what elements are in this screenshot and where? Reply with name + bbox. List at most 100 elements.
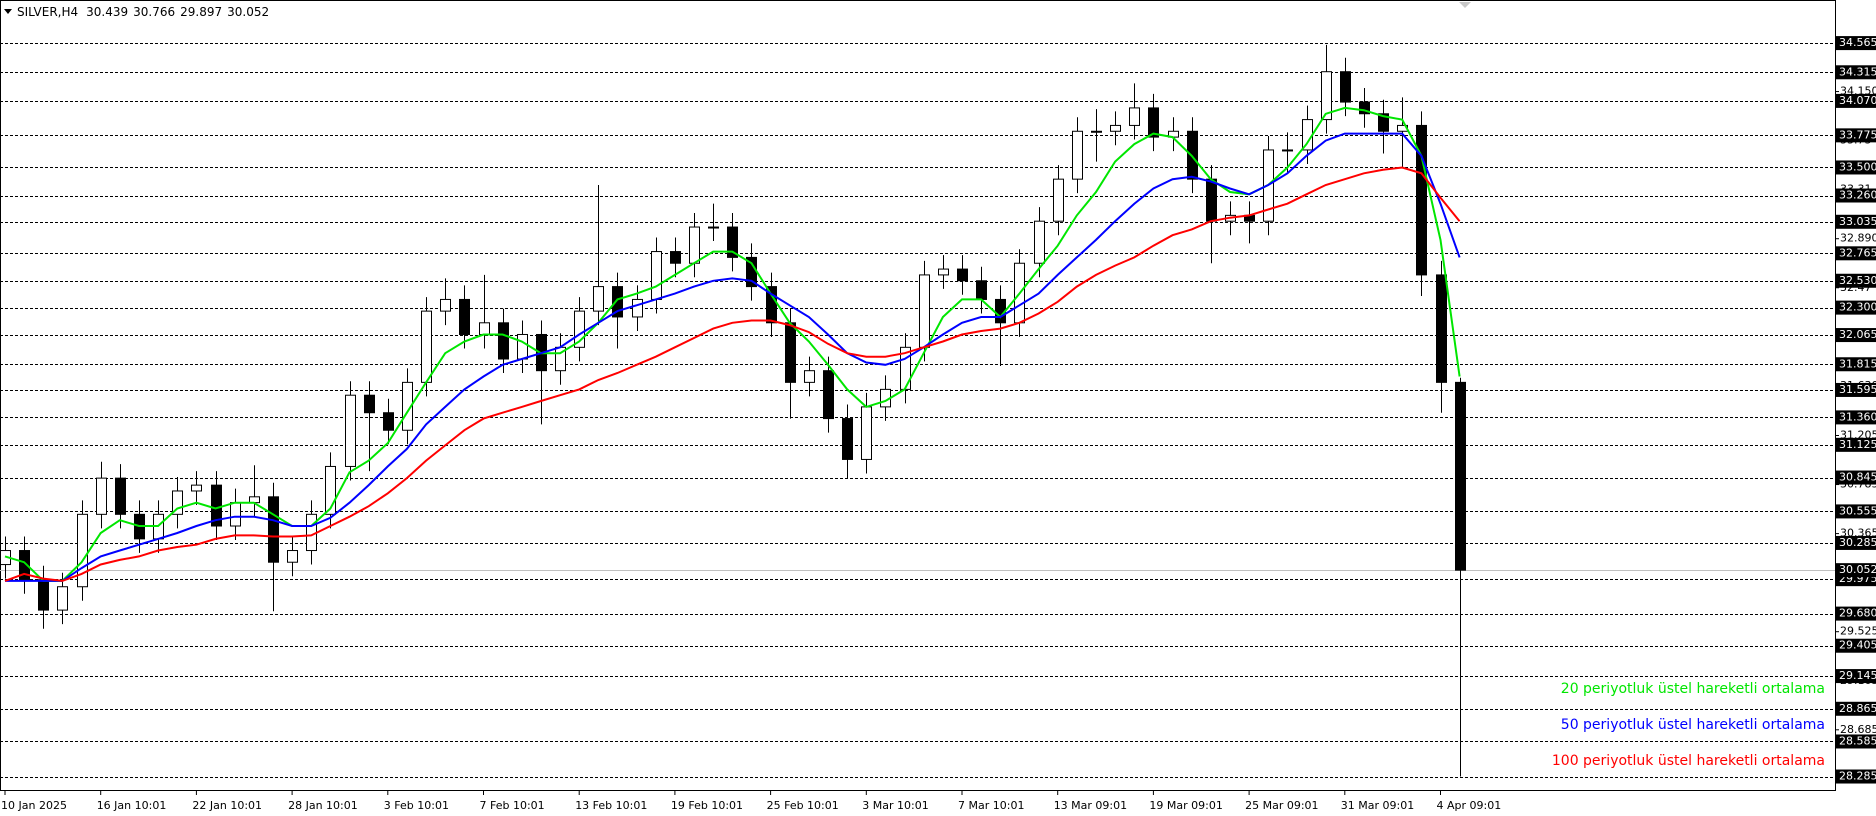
candle-body bbox=[1129, 107, 1140, 126]
candle-body bbox=[1148, 107, 1159, 138]
level-box bbox=[1836, 769, 1876, 784]
x-tick-label: 13 Mar 09:01 bbox=[1054, 799, 1127, 812]
candle-body bbox=[1416, 124, 1427, 276]
candle-body bbox=[1302, 119, 1313, 151]
bid-box bbox=[1836, 563, 1876, 578]
level-box bbox=[1836, 638, 1876, 653]
level-label: 29.145 bbox=[1839, 669, 1876, 682]
candle-body bbox=[19, 550, 30, 581]
level-box bbox=[1836, 734, 1876, 749]
candle-body bbox=[459, 298, 470, 335]
level-box bbox=[1836, 273, 1876, 288]
level-box bbox=[1836, 65, 1876, 80]
candle-body bbox=[919, 274, 930, 348]
level-box bbox=[1836, 669, 1876, 684]
level-label: 34.315 bbox=[1839, 65, 1876, 78]
legend-entry: 100 periyotluk üstel hareketli ortalama bbox=[1552, 753, 1825, 769]
candle-body bbox=[172, 490, 183, 515]
level-label: 32.300 bbox=[1839, 301, 1876, 314]
candle-body bbox=[1053, 178, 1064, 222]
level-label: 31.125 bbox=[1839, 438, 1876, 451]
candle-body bbox=[1436, 274, 1447, 383]
x-tick-label: 7 Mar 10:01 bbox=[958, 799, 1024, 812]
level-box bbox=[1836, 246, 1876, 261]
candle-body bbox=[38, 579, 49, 611]
level-box bbox=[1836, 470, 1876, 485]
candle-body bbox=[861, 406, 872, 460]
candle-body bbox=[938, 268, 949, 276]
x-tick-label: 3 Feb 10:01 bbox=[384, 799, 449, 812]
level-box bbox=[1836, 535, 1876, 550]
level-label: 34.070 bbox=[1839, 94, 1876, 107]
level-box bbox=[1836, 36, 1876, 51]
y-tick-label: 32.890 bbox=[1840, 232, 1876, 245]
candle-body bbox=[211, 484, 222, 527]
candle-body bbox=[574, 310, 585, 348]
level-label: 30.555 bbox=[1839, 504, 1876, 517]
level-box bbox=[1836, 93, 1876, 108]
level-box bbox=[1836, 437, 1876, 452]
candle-body bbox=[325, 465, 336, 515]
legend-entry: 50 periyotluk üstel hareketli ortalama bbox=[1561, 717, 1825, 733]
x-tick-label: 10 Jan 2025 bbox=[1, 799, 67, 812]
candle-body bbox=[77, 513, 88, 588]
candle-body bbox=[1340, 71, 1351, 103]
level-box bbox=[1836, 504, 1876, 519]
y-tick-label: 29.525 bbox=[1840, 625, 1876, 638]
level-label: 34.565 bbox=[1839, 36, 1876, 49]
candle-body bbox=[96, 477, 107, 515]
level-label: 29.680 bbox=[1839, 607, 1876, 620]
legend-entry: 20 periyotluk üstel hareketli ortalama bbox=[1561, 681, 1825, 697]
candle-body bbox=[785, 322, 796, 383]
shift-marker bbox=[1459, 2, 1471, 8]
level-label: 33.500 bbox=[1839, 160, 1876, 173]
x-tick-label: 31 Mar 09:01 bbox=[1341, 799, 1414, 812]
x-tick-label: 13 Feb 10:01 bbox=[575, 799, 647, 812]
level-box bbox=[1836, 328, 1876, 343]
ma-line bbox=[5, 132, 1461, 582]
candle-body bbox=[1110, 124, 1121, 132]
level-box bbox=[1836, 382, 1876, 397]
level-box bbox=[1836, 128, 1876, 143]
level-label: 32.765 bbox=[1839, 246, 1876, 259]
header-close: 30.052 bbox=[227, 5, 269, 19]
candle-body bbox=[1091, 130, 1102, 133]
x-tick-label: 16 Jan 10:01 bbox=[97, 799, 167, 812]
level-box bbox=[1836, 160, 1876, 175]
candle-body bbox=[479, 322, 490, 335]
candle-body bbox=[287, 550, 298, 563]
x-tick-label: 25 Feb 10:01 bbox=[767, 799, 839, 812]
level-label: 31.815 bbox=[1839, 357, 1876, 370]
candle-body bbox=[115, 477, 126, 515]
level-label: 33.775 bbox=[1839, 128, 1876, 141]
candle-body bbox=[517, 333, 528, 360]
candle-body bbox=[708, 226, 719, 229]
level-box bbox=[1836, 410, 1876, 425]
plot-frame bbox=[0, 0, 1836, 791]
candle-body bbox=[1206, 178, 1217, 222]
candle-body bbox=[651, 251, 662, 300]
candle-body bbox=[440, 298, 451, 312]
candle-body bbox=[1321, 71, 1332, 121]
candle-body bbox=[268, 496, 279, 563]
candle-body bbox=[57, 586, 68, 611]
candle-body bbox=[593, 286, 604, 312]
x-tick-label: 3 Mar 10:01 bbox=[862, 799, 928, 812]
level-label: 32.065 bbox=[1839, 328, 1876, 341]
header-high: 30.766 bbox=[133, 5, 175, 19]
level-box bbox=[1836, 188, 1876, 203]
candle-body bbox=[421, 310, 432, 383]
candle-body bbox=[632, 298, 643, 318]
chart-header: SILVER,H4 30.439 30.766 29.897 30.052 bbox=[17, 5, 269, 19]
level-label: 28.585 bbox=[1839, 734, 1876, 747]
x-tick-label: 25 Mar 09:01 bbox=[1245, 799, 1318, 812]
level-label: 29.405 bbox=[1839, 639, 1876, 652]
candle-body bbox=[670, 251, 681, 264]
candle-body bbox=[230, 502, 241, 527]
candle-body bbox=[345, 394, 356, 467]
header-open: 30.439 bbox=[86, 5, 128, 19]
level-label: 30.845 bbox=[1839, 471, 1876, 484]
x-tick-label: 7 Feb 10:01 bbox=[480, 799, 545, 812]
